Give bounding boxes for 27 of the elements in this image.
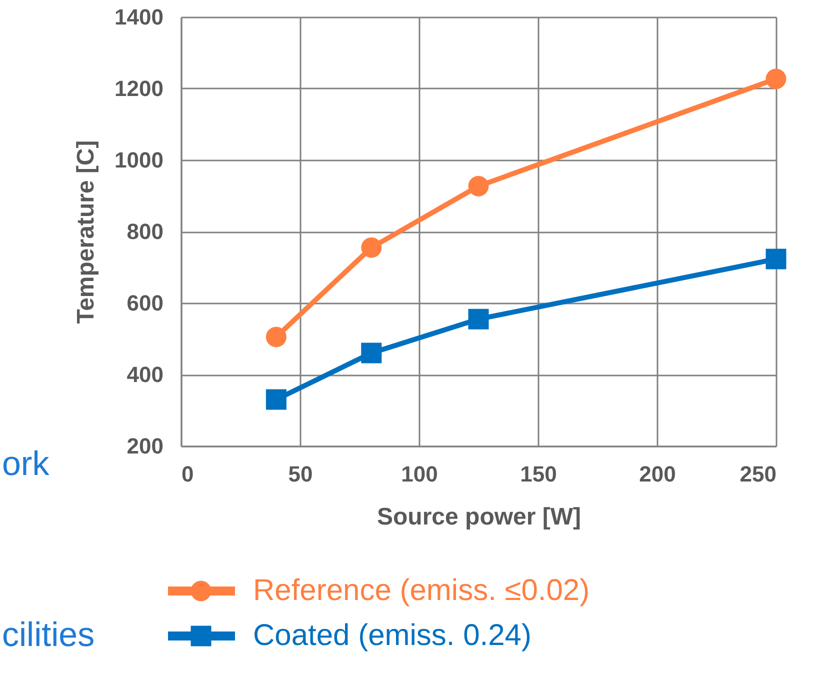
- legend-label: Coated (emiss. 0.24): [253, 619, 532, 652]
- point: [468, 308, 489, 330]
- point: [766, 68, 786, 90]
- y-tick-label: 1000: [114, 148, 164, 172]
- point: [766, 248, 786, 270]
- y-tick-label: 800: [126, 219, 164, 244]
- legend-label: Reference (emiss. ≤0.02): [253, 574, 590, 607]
- text: ork: [2, 445, 50, 483]
- point: [361, 342, 382, 364]
- point: [266, 389, 286, 410]
- y-tick-label: 400: [126, 362, 164, 387]
- y-tick-label: 600: [126, 290, 164, 316]
- point: [266, 326, 286, 348]
- x-tick-label: 150: [520, 462, 557, 486]
- text: cilities: [2, 616, 95, 654]
- point: [361, 237, 382, 258]
- x-tick-label: 200: [639, 462, 676, 486]
- y-axis-title: Temperature [C]: [72, 140, 100, 324]
- point: [468, 176, 489, 196]
- x-tick-label: 100: [401, 462, 438, 486]
- y-tick-label: 1200: [114, 76, 164, 101]
- y-tick-label: 200: [126, 434, 164, 458]
- y-tick-label: 1400: [114, 4, 164, 30]
- x-tick-label: 50: [288, 462, 313, 486]
- x-tick-label: 250: [740, 462, 776, 486]
- x-axis-title: Source power [W]: [376, 504, 582, 530]
- x-tick-label: 0: [182, 462, 194, 486]
